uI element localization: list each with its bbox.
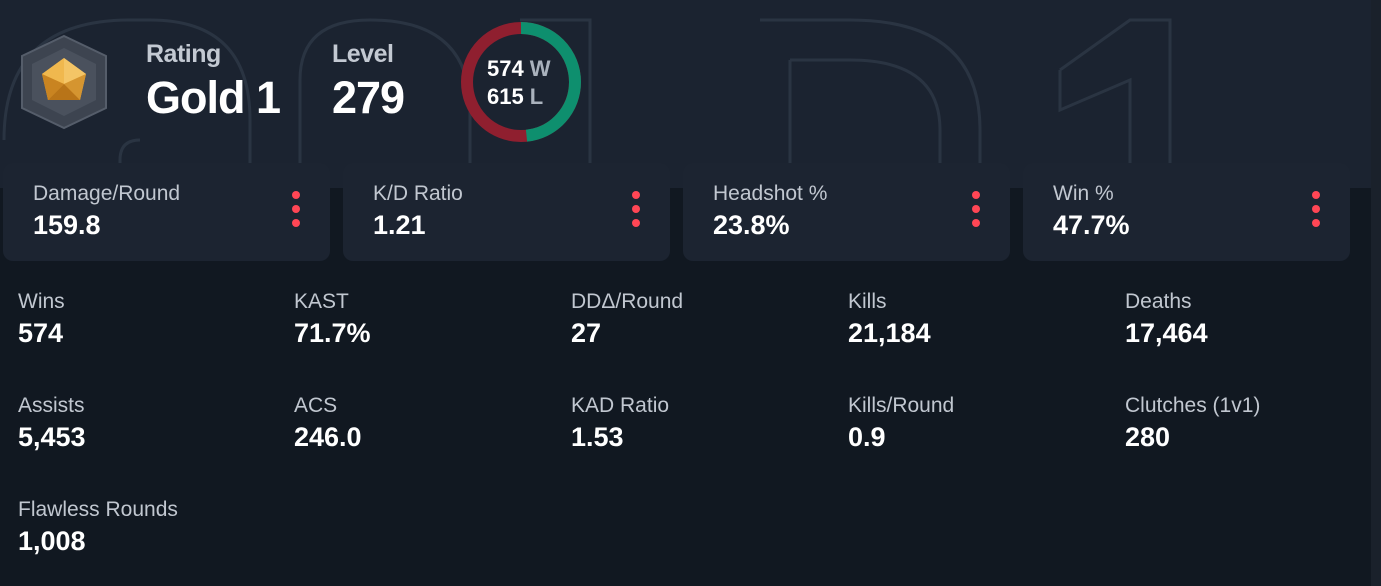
stat-kills-per-round: Kills/Round 0.9 (848, 394, 1108, 452)
wins-readout: 574 W (487, 56, 550, 82)
stat-value: 1,008 (18, 526, 86, 556)
card-value: 23.8% (713, 210, 790, 240)
rating-label: Rating (146, 40, 221, 68)
card-label: Damage/Round (33, 182, 181, 205)
stat-value: 21,184 (848, 318, 931, 348)
wins-suffix: W (529, 56, 551, 81)
stat-kad-ratio: KAD Ratio 1.53 (571, 394, 831, 452)
stat-label: Wins (18, 290, 65, 313)
card-label: K/D Ratio (373, 182, 463, 205)
stat-value: 280 (1125, 422, 1171, 452)
losses-count: 615 (487, 84, 524, 109)
stat-value: 246.0 (294, 422, 362, 452)
stat-deaths: Deaths 17,464 (1125, 290, 1381, 348)
stat-kast: KAST 71.7% (294, 290, 554, 348)
scrollbar-track[interactable] (1371, 0, 1381, 586)
win-loss-ring (461, 22, 581, 142)
stat-label: ACS (294, 394, 338, 417)
rating-value: Gold 1 (146, 72, 281, 123)
stat-value: 5,453 (18, 422, 86, 452)
level-label: Level (332, 40, 394, 68)
stat-flawless-rounds: Flawless Rounds 1,008 (18, 498, 278, 556)
stat-card-damage-per-round: Damage/Round 159.8 (3, 163, 330, 261)
stat-card-kd-ratio: K/D Ratio 1.21 (343, 163, 670, 261)
stat-dd-delta-per-round: DDΔ/Round 27 (571, 290, 831, 348)
card-label: Win % (1053, 182, 1114, 205)
stat-value: 27 (571, 318, 602, 348)
kebab-menu-icon[interactable] (629, 190, 643, 230)
stat-label: Flawless Rounds (18, 498, 178, 521)
rank-header (0, 0, 1381, 188)
card-value: 1.21 (373, 210, 426, 240)
stat-card-headshot-percent: Headshot % 23.8% (683, 163, 1010, 261)
stat-label: DDΔ/Round (571, 290, 684, 313)
gold-rank-icon (21, 34, 107, 130)
stat-card-win-percent: Win % 47.7% (1023, 163, 1350, 261)
kebab-menu-icon[interactable] (969, 190, 983, 230)
level-value: 279 (332, 72, 405, 123)
stat-value: 17,464 (1125, 318, 1208, 348)
kebab-menu-icon[interactable] (289, 190, 303, 230)
losses-readout: 615 L (487, 84, 543, 110)
wins-count: 574 (487, 56, 524, 81)
stat-label: Deaths (1125, 290, 1192, 313)
stat-kills: Kills 21,184 (848, 290, 1108, 348)
stat-label: KAD Ratio (571, 394, 670, 417)
stat-clutches-1v1: Clutches (1v1) 280 (1125, 394, 1381, 452)
stat-value: 71.7% (294, 318, 371, 348)
card-value: 47.7% (1053, 210, 1130, 240)
stat-label: Clutches (1v1) (1125, 394, 1261, 417)
stat-label: Kills/Round (848, 394, 955, 417)
stat-wins: Wins 574 (18, 290, 278, 348)
kebab-menu-icon[interactable] (1309, 190, 1323, 230)
stat-value: 574 (18, 318, 64, 348)
losses-suffix: L (529, 84, 544, 109)
win-arc (461, 22, 581, 142)
card-label: Headshot % (713, 182, 828, 205)
stat-label: Kills (848, 290, 887, 313)
card-value: 159.8 (33, 210, 101, 240)
stat-label: KAST (294, 290, 349, 313)
stat-label: Assists (18, 394, 85, 417)
rank-watermark (2, 18, 1172, 188)
stat-acs: ACS 246.0 (294, 394, 554, 452)
stat-value: 1.53 (571, 422, 624, 452)
stat-assists: Assists 5,453 (18, 394, 278, 452)
stat-value: 0.9 (848, 422, 886, 452)
